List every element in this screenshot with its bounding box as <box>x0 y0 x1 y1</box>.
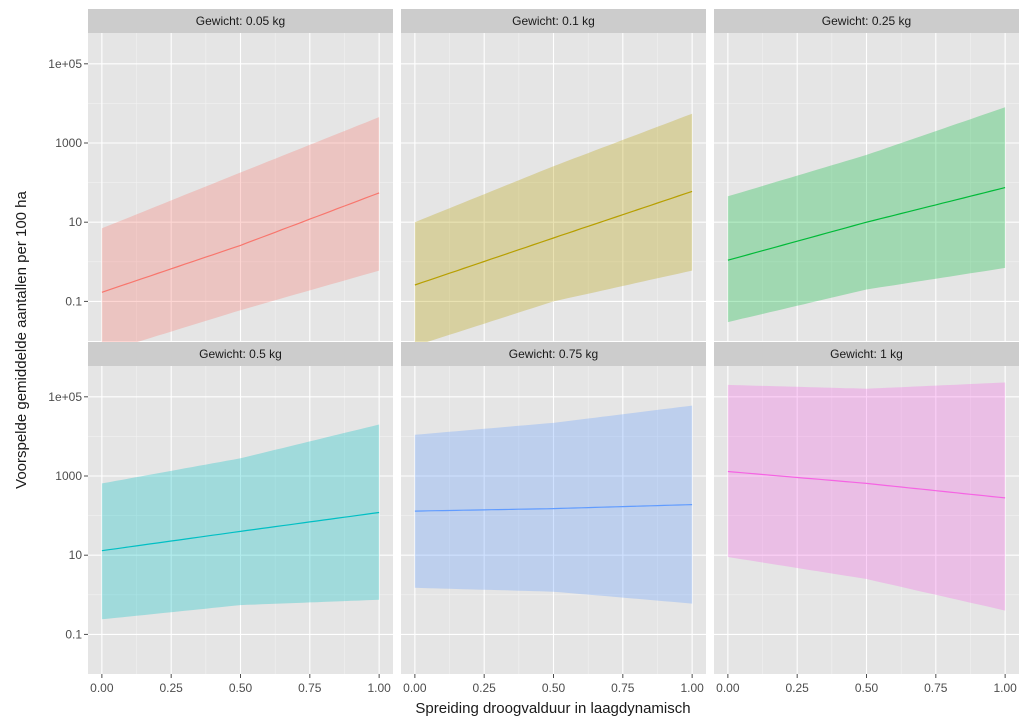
facet-strip <box>714 9 1019 33</box>
facet-strip <box>88 9 393 33</box>
y-tick-label: 0.1 <box>65 294 82 308</box>
x-tick-label: 0.00 <box>403 681 427 695</box>
y-tick-label: 0.1 <box>65 627 82 641</box>
y-tick-label: 1000 <box>55 469 82 483</box>
facet-strip-label: Gewicht: 0.1 kg <box>512 14 595 28</box>
x-tick-label: 0.75 <box>611 681 635 695</box>
facet-strip <box>401 9 706 33</box>
x-tick-label: 0.25 <box>786 681 810 695</box>
confidence-ribbon <box>101 117 380 353</box>
facet-strip-label: Gewicht: 0.05 kg <box>196 14 285 28</box>
facet-strip <box>88 342 393 366</box>
x-tick-label: 0.50 <box>855 681 879 695</box>
facet-strip-label: Gewicht: 1 kg <box>830 347 903 361</box>
x-tick-label: 0.75 <box>298 681 322 695</box>
facet-strip-label: Gewicht: 0.75 kg <box>509 347 598 361</box>
facet-panel: Gewicht: 0.25 kg <box>714 9 1019 341</box>
series-line <box>414 504 693 512</box>
confidence-ribbon <box>414 405 693 604</box>
y-tick-label: 10 <box>69 215 83 229</box>
x-tick-label: 1.00 <box>680 681 704 695</box>
panels-layer: Gewicht: 0.05 kg Gewicht: 0.1 kg Gewicht: … <box>88 9 1019 674</box>
series-line <box>414 190 693 286</box>
x-tick-label: 0.25 <box>160 681 184 695</box>
x-tick-label: 1.00 <box>367 681 391 695</box>
facet-panel: Gewicht: 0.1 kg <box>401 9 706 346</box>
confidence-ribbon <box>101 424 380 620</box>
series-line <box>101 192 380 293</box>
x-tick-label: 0.00 <box>90 681 114 695</box>
series-line <box>727 187 1006 261</box>
confidence-ribbon <box>414 113 693 346</box>
series-line <box>101 511 380 552</box>
x-tick-label: 1.00 <box>993 681 1017 695</box>
facet-panel: Gewicht: 1 kg <box>714 342 1019 674</box>
x-tick-label: 0.75 <box>924 681 948 695</box>
x-tick-label: 0.50 <box>542 681 566 695</box>
facet-strip-label: Gewicht: 0.5 kg <box>199 347 282 361</box>
facet-strip-label: Gewicht: 0.25 kg <box>822 14 911 28</box>
x-tick-label: 0.25 <box>473 681 497 695</box>
facet-panel: Gewicht: 0.5 kg <box>88 342 393 674</box>
x-axis-title: Spreiding droogvalduur in laagdynamisch <box>415 700 690 717</box>
facet-panel: Gewicht: 0.75 kg <box>401 342 706 674</box>
y-axis-title: Voorspelde gemiddelde aantallen per 100 … <box>13 190 30 488</box>
facet-strip <box>401 342 706 366</box>
facet-strip <box>714 342 1019 366</box>
series-line <box>727 470 1006 499</box>
y-tick-label: 1000 <box>55 136 82 150</box>
axes-layer: 0.1 10 1000 1e+05 0.1 10 1000 1e+05 0.00 0.25 0.50… <box>48 57 1017 695</box>
facet-panel: Gewicht: 0.05 kg <box>88 9 393 353</box>
x-tick-label: 0.00 <box>716 681 740 695</box>
y-tick-label: 10 <box>69 548 83 562</box>
y-tick-label: 1e+05 <box>48 57 82 71</box>
y-tick-label: 1e+05 <box>48 390 82 404</box>
confidence-ribbon <box>727 382 1006 611</box>
x-tick-label: 0.50 <box>229 681 253 695</box>
confidence-ribbon <box>727 107 1006 323</box>
